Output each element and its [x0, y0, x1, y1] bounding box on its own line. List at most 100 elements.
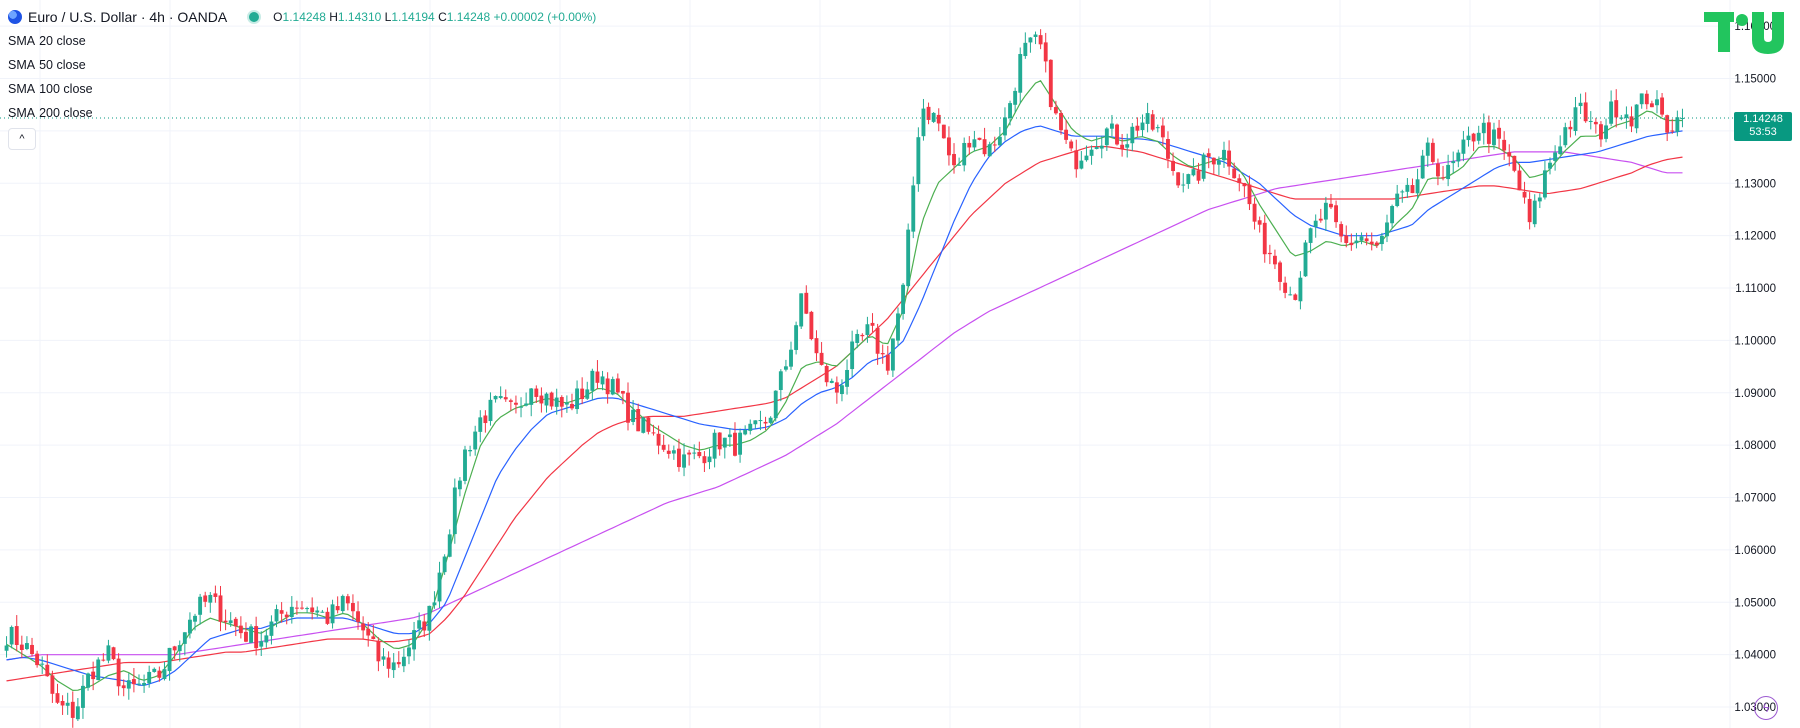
- candle-body: [1089, 149, 1094, 156]
- candle: [1446, 154, 1451, 187]
- candle: [1278, 260, 1282, 291]
- candle-body: [1160, 125, 1165, 138]
- candle: [651, 424, 656, 436]
- candle-body: [1135, 125, 1140, 131]
- symbol-title[interactable]: Euro / U.S. Dollar · 4h · OANDA: [28, 9, 228, 25]
- candle-body: [1216, 160, 1221, 165]
- candle-body: [437, 572, 442, 602]
- candle: [1084, 145, 1089, 162]
- candle-body: [1588, 120, 1593, 122]
- candle: [203, 591, 208, 608]
- candle-body: [4, 645, 9, 651]
- candle-body: [921, 108, 926, 137]
- candle: [1181, 173, 1186, 193]
- candle-body: [773, 390, 778, 419]
- candle-body: [249, 626, 253, 643]
- candle: [1451, 151, 1456, 174]
- candle-body: [636, 409, 641, 432]
- candle: [1227, 140, 1232, 175]
- candle: [213, 585, 218, 603]
- candle-body: [1532, 200, 1537, 225]
- indicator-sma-200[interactable]: SMA 200 close: [8, 104, 596, 122]
- indicator-sma-100[interactable]: SMA 100 close: [8, 80, 596, 98]
- collapse-legend-button[interactable]: ^: [8, 128, 36, 150]
- candle: [126, 673, 131, 700]
- candle-body: [417, 620, 422, 629]
- candle-body: [121, 685, 126, 689]
- candle: [524, 392, 529, 407]
- candle: [1374, 241, 1379, 249]
- candle-body: [620, 391, 625, 394]
- candle: [941, 124, 946, 139]
- candle-body: [106, 645, 111, 661]
- candle-body: [1537, 197, 1542, 202]
- candle: [992, 136, 997, 153]
- candle-body: [452, 487, 457, 535]
- candle: [1639, 93, 1644, 109]
- candle: [1313, 214, 1318, 238]
- candle: [967, 136, 972, 155]
- candle: [1334, 200, 1339, 228]
- candle: [121, 679, 126, 697]
- candle: [249, 624, 253, 644]
- candle-body: [1665, 115, 1670, 133]
- candle: [1003, 107, 1007, 141]
- candle-body: [829, 380, 834, 383]
- candle: [310, 597, 315, 620]
- candle: [238, 616, 243, 639]
- candle-body: [1329, 203, 1333, 208]
- candle-body: [727, 434, 732, 438]
- candle: [55, 683, 60, 704]
- candle-body: [1578, 102, 1583, 107]
- candle-body: [850, 341, 855, 370]
- candle: [738, 428, 743, 463]
- indicator-sma-20[interactable]: SMA 20 close: [8, 32, 596, 50]
- candle-body: [1476, 132, 1481, 141]
- ohlc-values: O1.14248 H1.14310 L1.14194 C1.14248 +0.0…: [273, 8, 596, 26]
- market-status-icon[interactable]: [247, 10, 262, 24]
- candle: [244, 622, 248, 643]
- candle-body: [1181, 184, 1186, 186]
- candle: [254, 616, 259, 656]
- candle: [727, 428, 732, 447]
- candle-body: [116, 658, 121, 687]
- candle: [1680, 108, 1685, 128]
- candle: [86, 672, 90, 691]
- candle-body: [1349, 242, 1354, 246]
- candle: [81, 674, 85, 719]
- candle: [1481, 113, 1486, 145]
- indicator-name: SMA: [8, 82, 36, 96]
- candle-body: [361, 623, 366, 631]
- symbol-row[interactable]: Euro / U.S. Dollar · 4h · OANDA O1.14248…: [8, 8, 596, 26]
- candle-body: [50, 675, 55, 694]
- candle: [371, 624, 376, 640]
- candle: [187, 612, 192, 639]
- candle-body: [1318, 218, 1323, 221]
- candle-body: [1466, 135, 1471, 141]
- candle-body: [758, 420, 763, 422]
- candle-body: [14, 626, 19, 645]
- candle: [687, 449, 692, 466]
- candle-body: [508, 400, 513, 402]
- candle: [1553, 145, 1558, 171]
- candle-body: [885, 354, 890, 371]
- candle: [1237, 174, 1242, 192]
- candle: [636, 403, 641, 432]
- candle: [1634, 104, 1639, 134]
- candle-body: [1649, 103, 1654, 108]
- candle-body: [1364, 238, 1369, 242]
- candle: [783, 359, 788, 372]
- candle: [890, 338, 895, 377]
- y-tick-label: 1.05000: [1734, 597, 1776, 609]
- indicator-sma-50[interactable]: SMA 50 close: [8, 56, 596, 74]
- candle-body: [1262, 222, 1267, 255]
- candle-body: [1542, 170, 1547, 198]
- candle-body: [1415, 179, 1420, 194]
- candle-body: [809, 311, 814, 340]
- candle-body: [1206, 153, 1211, 157]
- candle: [142, 674, 147, 693]
- candle: [24, 636, 29, 651]
- candle-body: [1548, 162, 1552, 169]
- flash-icon[interactable]: ϟ: [1754, 696, 1778, 720]
